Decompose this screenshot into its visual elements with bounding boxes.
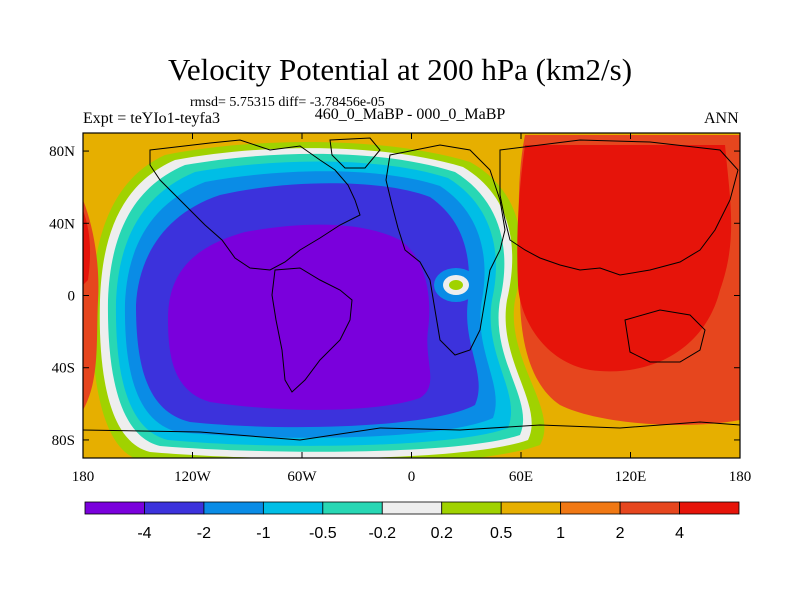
colorbar-label: 0.5: [490, 525, 512, 542]
colorbar-swatch: [679, 501, 740, 515]
north-america-outline: [149, 139, 361, 271]
colorbar-label: -4: [137, 525, 151, 542]
y-tick-label: 80N: [49, 144, 75, 160]
colorbar-label: -0.2: [368, 525, 396, 542]
band-4-west: [83, 210, 91, 285]
colorbar-swatch: [500, 501, 562, 515]
chart-title: Velocity Potential at 200 hPa (km2/s): [167, 52, 633, 87]
asia-outline: [499, 139, 739, 276]
x-tick-label: 0: [408, 469, 416, 485]
colorbar-label: -1: [256, 525, 270, 542]
colorbar-swatch: [262, 501, 324, 515]
colorbar-swatch: [84, 501, 145, 515]
colorbar: -4 -2 -1 -0.5 -0.2 0.2 0.5 1 2 4: [84, 501, 740, 542]
colorbar-swatch: [203, 501, 264, 515]
south-america-outline: [271, 267, 353, 393]
colorbar-label: 1: [556, 525, 565, 542]
y-tick-label: 0: [68, 289, 76, 305]
colorbar-label: -0.5: [309, 525, 337, 542]
band-4: [517, 145, 732, 372]
europe-africa-outline: [385, 144, 506, 356]
antarctica-outline: [83, 421, 740, 441]
colorbar-swatch: [619, 501, 680, 515]
coastlines: [83, 137, 740, 441]
colorbar-label: 2: [616, 525, 625, 542]
africa-ring-core: [449, 280, 463, 290]
colorbar-swatch: [322, 501, 383, 515]
colorbar-swatch: [144, 501, 205, 515]
greenland-outline: [329, 137, 381, 169]
australia-outline: [624, 309, 706, 363]
stats-line: rmsd= 5.75315 diff= -3.78456e-05: [190, 95, 385, 110]
x-tick-label: 120E: [615, 469, 647, 485]
season-label: ANN: [704, 110, 739, 127]
colorbar-swatch: [560, 501, 621, 515]
x-tick-label: 120W: [174, 469, 212, 485]
colorbar-label: -2: [197, 525, 211, 542]
colorbar-swatch: [441, 501, 502, 515]
x-tick-label: 60W: [287, 469, 317, 485]
y-tick-label: 40N: [49, 216, 75, 232]
colorbar-swatch: [381, 501, 443, 515]
x-tick-label: 60E: [509, 469, 533, 485]
colorbar-label: 4: [675, 525, 684, 542]
x-tick-label: 180: [729, 469, 752, 485]
x-tick-label: 180: [72, 469, 95, 485]
axis-tick-labels: 180 120W 60W 0 60E 120E 180 80N 40N 0 40S 80S: [49, 144, 751, 485]
axis-ticks: [82, 133, 741, 458]
contour-field: [83, 133, 740, 458]
y-tick-label: 80S: [52, 433, 75, 449]
y-tick-label: 40S: [52, 361, 75, 377]
colorbar-label: 0.2: [431, 525, 453, 542]
experiment-label: Expt = teYIo1-teyfa3: [83, 110, 220, 127]
chart-subtitle: 460_0_MaBP - 000_0_MaBP: [314, 106, 506, 123]
band-neg4: [168, 224, 431, 410]
